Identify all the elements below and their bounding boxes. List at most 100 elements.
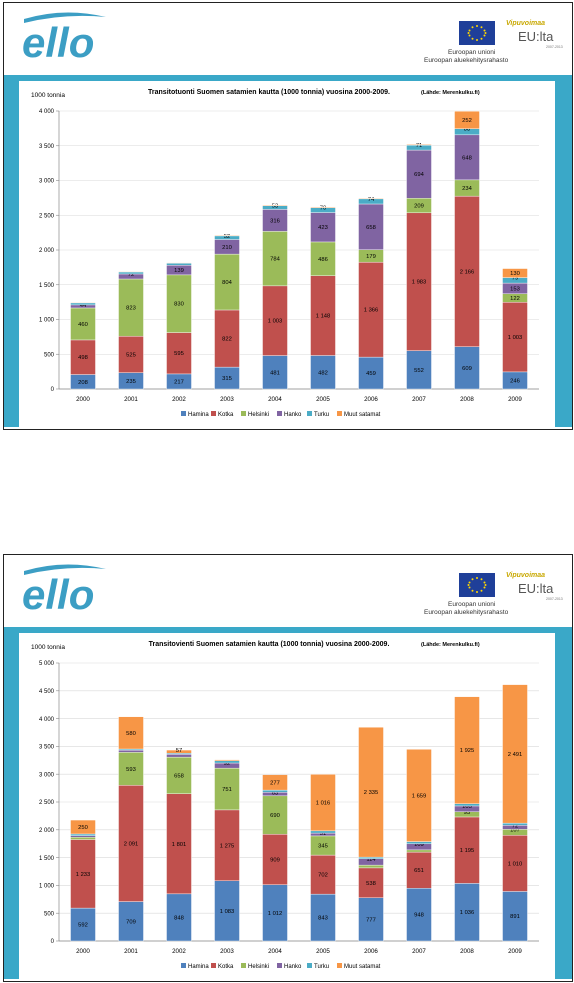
bar-kotka-2002 [166, 332, 192, 375]
y-tick-label: 2 500 [39, 213, 55, 219]
bar-muut-satamat-2002 [166, 749, 192, 754]
y-tick-label: 500 [44, 352, 55, 358]
data-label-kotka-2003: 822 [222, 337, 232, 343]
vipuvoimaa-logo: Vipuvoimaa EU:lta 2007-2013 [506, 572, 563, 601]
chart-panel: Transitovienti Suomen satamien kautta (1… [19, 633, 555, 979]
bar-turku-2009 [502, 822, 528, 826]
data-label-hamina-2004: 1 012 [268, 911, 283, 917]
x-tick-label: 2008 [460, 396, 474, 403]
data-label-helsinki-2009: 122 [510, 296, 520, 302]
x-tick-label: 2000 [76, 396, 90, 403]
bar-muut-satamat-2000 [70, 302, 96, 304]
data-label-helsinki-2007: 209 [414, 204, 424, 210]
bar-muut-satamat-2005 [310, 206, 336, 208]
data-label-hamina-2008: 1 036 [460, 910, 475, 916]
vipu-line3: 2007-2013 [546, 45, 563, 49]
data-label-muut-satamat-2000: 250 [78, 825, 88, 831]
bar-kotka-2003 [214, 309, 240, 368]
bar-muut-satamat-2009 [502, 684, 528, 824]
bar-hamina-2004 [262, 355, 288, 390]
y-tick-label: 0 [51, 939, 55, 945]
data-label-hamina-2006: 459 [366, 371, 376, 377]
legend-label-helsinki: Helsinki [248, 412, 269, 418]
legend-swatch-hamina [181, 411, 186, 416]
bar-hamina-2000 [70, 907, 96, 942]
bar-turku-2000 [70, 833, 96, 836]
legend-label-hanko: Hanko [284, 964, 302, 970]
bar-muut-satamat-2003 [214, 759, 240, 762]
data-label-hanko-2008: 105 [462, 804, 472, 810]
legend-label-turku: Turku [314, 964, 329, 970]
y-tick-label: 2 000 [39, 828, 55, 834]
y-tick-label: 5 000 [39, 661, 55, 667]
bar-turku-2005 [310, 830, 336, 834]
bar-helsinki-2006 [358, 864, 384, 869]
legend-swatch-muut-satamat [337, 411, 342, 416]
bar-muut-satamat-2007 [406, 749, 432, 842]
legend-label-muut-satamat: Muut satamat [344, 964, 381, 970]
data-label-helsinki-2001: 823 [126, 306, 136, 312]
bar-muut-satamat-2009 [502, 268, 528, 278]
eu-caption-line2: Euroopan aluekehitysrahasto [424, 57, 509, 64]
y-tick-label: 3 000 [39, 772, 55, 778]
legend-swatch-kotka [211, 963, 216, 968]
data-label-hanko-2006: 658 [366, 225, 376, 231]
data-label-hanko-2006: 114 [366, 857, 376, 863]
bar-muut-satamat-2003 [214, 234, 240, 237]
y-axis-label: 1000 tonnia [31, 92, 65, 99]
bar-hamina-2009 [502, 891, 528, 942]
bar-helsinki-2005 [310, 241, 336, 276]
bar-helsinki-2002 [166, 756, 192, 794]
data-label-helsinki-2008: 234 [462, 186, 472, 192]
legend-swatch-kotka [211, 411, 216, 416]
data-label-muut-satamat-2005: 1 016 [316, 801, 331, 807]
legend-label-turku: Turku [314, 412, 329, 418]
legend-swatch-hanko [277, 963, 282, 968]
data-label-hanko-2009: 153 [510, 286, 520, 292]
bar-kotka-2004 [262, 285, 288, 356]
chart-source: (Lähde: Merenkulku.fi) [421, 90, 480, 96]
data-label-muut-satamat-2002: 57 [176, 748, 182, 754]
bar-kotka-2002 [166, 793, 192, 895]
data-label-kotka-2002: 1 801 [172, 842, 187, 848]
legend-label-muut-satamat: Muut satamat [344, 412, 381, 418]
legend-label-helsinki: Helsinki [248, 964, 269, 970]
x-tick-label: 2001 [124, 948, 138, 955]
data-label-helsinki-2005: 345 [318, 844, 328, 850]
import-chart: Transitotuonti Suomen satamien kautta (1… [31, 89, 539, 418]
data-label-kotka-2000: 498 [78, 355, 88, 361]
eu-caption-line1: Euroopan unioni [448, 601, 496, 608]
data-label-kotka-2007: 1 983 [412, 280, 427, 286]
bar-helsinki-2000 [70, 307, 96, 341]
legend-swatch-hanko [277, 411, 282, 416]
bar-helsinki-2004 [262, 795, 288, 835]
data-label-kotka-2001: 2 091 [124, 841, 139, 847]
logo-text: ello [22, 571, 94, 617]
legend-label-hamina: Hamina [188, 412, 209, 418]
bar-muut-satamat-2004 [262, 204, 288, 206]
bar-muut-satamat-2001 [118, 271, 144, 273]
y-tick-label: 1 000 [39, 884, 55, 890]
data-label-hamina-2000: 592 [78, 923, 88, 929]
data-label-turku-2007: 71 [416, 143, 422, 149]
data-label-muut-satamat-2008: 252 [462, 118, 472, 124]
data-label-muut-satamat-2009: 130 [510, 271, 520, 277]
data-label-muut-satamat-2001: 580 [126, 731, 136, 737]
data-label-hamina-2002: 848 [174, 915, 184, 921]
x-tick-label: 2005 [316, 948, 330, 955]
bar-muut-satamat-2008 [454, 111, 480, 129]
data-label-hanko-2004: 316 [270, 218, 280, 224]
bar-helsinki-2001 [118, 752, 144, 786]
y-tick-label: 4 500 [39, 689, 55, 695]
data-label-hamina-2001: 709 [126, 919, 136, 925]
slide-transit-export: ello Euroopan unioni Euroopan aluekehity… [3, 554, 573, 982]
eu-caption: Euroopan unioni Euroopan aluekehitysraha… [424, 601, 508, 617]
x-tick-label: 2000 [76, 948, 90, 955]
data-label-hanko-2009: 72 [512, 823, 518, 829]
bar-kotka-2003 [214, 809, 240, 881]
data-label-kotka-2006: 1 366 [364, 308, 379, 314]
x-tick-label: 2007 [412, 948, 426, 955]
eu-caption-line2: Euroopan aluekehitysrahasto [424, 609, 509, 616]
y-tick-label: 3 000 [39, 179, 55, 185]
data-label-hanko-2000: 44 [80, 303, 87, 309]
